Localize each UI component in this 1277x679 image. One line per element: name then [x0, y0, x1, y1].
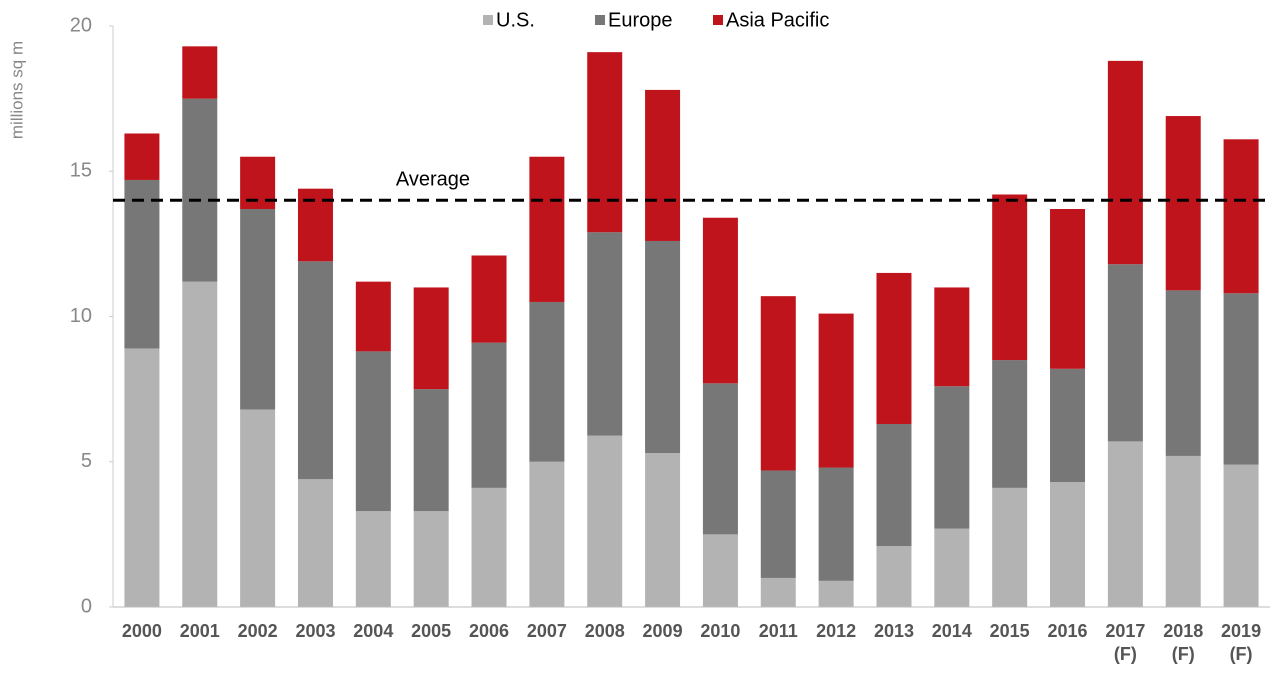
- bar-segment: [760, 577, 796, 607]
- bar-segment: [240, 409, 276, 607]
- x-tick-label: 2000: [121, 621, 162, 641]
- bar-segment: [182, 46, 218, 99]
- bar-segment: [702, 217, 738, 384]
- bar-segment: [1050, 368, 1086, 483]
- bar-segment: [529, 461, 565, 607]
- bar-segment: [124, 348, 160, 607]
- bar-segment: [818, 313, 854, 468]
- y-tick-label: 10: [70, 305, 92, 327]
- bar-segment: [471, 487, 507, 607]
- bar-segment: [876, 423, 912, 546]
- bar-segment: [587, 52, 623, 233]
- bar-segment: [702, 383, 738, 535]
- x-tick-label: 2013: [873, 621, 914, 641]
- bar-segment: [355, 281, 391, 352]
- legend-swatch: [595, 15, 605, 25]
- bar-segment: [471, 342, 507, 488]
- bar-segment: [1223, 139, 1259, 294]
- y-tick-label: 15: [70, 160, 92, 182]
- bar-segment: [760, 470, 796, 578]
- bar-segment: [182, 281, 218, 607]
- bar-segment: [1107, 264, 1143, 442]
- x-tick-label: 2017 (F): [1105, 621, 1146, 664]
- x-tick-label: 2006: [468, 621, 510, 641]
- x-tick-label: 2009: [642, 621, 683, 641]
- bar-segment: [529, 301, 565, 462]
- legend-label: U.S.: [496, 9, 535, 31]
- bar-segment: [355, 351, 391, 512]
- average-label: Average: [396, 169, 470, 191]
- bar-segment: [297, 261, 333, 480]
- x-tick-label: 2015: [989, 621, 1030, 641]
- bar-segment: [182, 98, 218, 282]
- bar-segment: [529, 156, 565, 302]
- x-tick-label: 2016: [1047, 621, 1088, 641]
- bar-segment: [876, 545, 912, 607]
- bar-segment: [124, 133, 160, 180]
- legend-swatch: [483, 15, 493, 25]
- x-tick-label: 2005: [411, 621, 452, 641]
- bar-segment: [992, 487, 1028, 607]
- bar-segment: [1165, 455, 1201, 607]
- x-tick-label: 2014: [931, 621, 972, 641]
- x-tick-label: 2002: [237, 621, 278, 641]
- x-tick-label: 2011: [758, 621, 798, 641]
- bar-segment: [645, 453, 681, 607]
- bar-segment: [818, 467, 854, 581]
- bar-segment: [1050, 482, 1086, 607]
- y-tick-label: 0: [81, 595, 92, 617]
- bar-segment: [124, 179, 160, 349]
- bar-segment: [1165, 116, 1201, 291]
- bar-segment: [1107, 441, 1143, 607]
- bar-segment: [413, 389, 449, 512]
- bar-segment: [1050, 209, 1086, 369]
- x-tick-label: 2010: [700, 621, 741, 641]
- x-tick-label: 2019 (F): [1221, 621, 1262, 664]
- x-tick-label: 2001: [179, 621, 220, 641]
- bar-segment: [934, 386, 970, 529]
- x-tick-label: 2004: [353, 621, 394, 641]
- bar-segment: [413, 287, 449, 390]
- bar-segment: [587, 232, 623, 436]
- bar-segment: [934, 287, 970, 387]
- y-tick-label: 20: [70, 14, 92, 36]
- bar-segment: [240, 209, 276, 410]
- bar-segment: [413, 511, 449, 607]
- bar-segment: [876, 272, 912, 424]
- bar-segment: [992, 360, 1028, 488]
- bar-segment: [1223, 293, 1259, 465]
- bar-segment: [760, 296, 796, 471]
- legend-label: Asia Pacific: [726, 9, 829, 31]
- bar-segment: [818, 580, 854, 607]
- x-tick-label: 2008: [584, 621, 625, 641]
- y-tick-label: 5: [81, 450, 92, 472]
- bar-segment: [992, 194, 1028, 361]
- legend-swatch: [713, 15, 723, 25]
- bar-segment: [1107, 60, 1143, 265]
- bar-segment: [1165, 290, 1201, 456]
- bar-segment: [355, 511, 391, 607]
- bar-segment: [471, 255, 507, 343]
- bar-segment: [934, 528, 970, 607]
- x-tick-label: 2012: [816, 621, 857, 641]
- bar-segment: [645, 89, 681, 241]
- bar-segment: [1223, 464, 1259, 607]
- bar-segment: [297, 479, 333, 607]
- x-tick-label: 2018 (F): [1163, 621, 1204, 664]
- x-tick-label: 2007: [526, 621, 567, 641]
- legend-label: Europe: [608, 9, 673, 31]
- bar-segment: [702, 534, 738, 607]
- bar-segment: [587, 435, 623, 607]
- bar-segment: [645, 240, 681, 454]
- x-tick-label: 2003: [295, 621, 336, 641]
- y-axis-title: millions sq m: [7, 41, 26, 139]
